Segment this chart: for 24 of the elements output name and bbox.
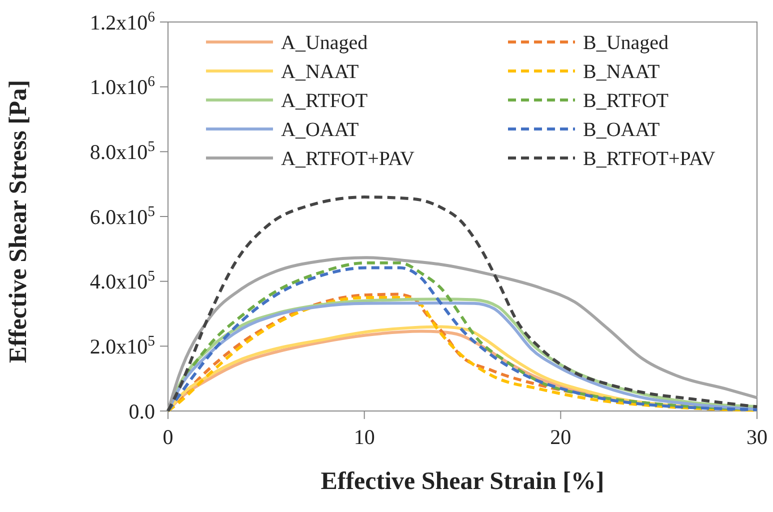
y-tick-label: 8.0x10$^{5}$ (90, 139, 155, 164)
legend-label: B_Unaged (583, 32, 669, 54)
x-tick-label: 0 (162, 425, 174, 449)
legend-label: B_OAAT (583, 119, 660, 141)
y-tick-label: 1.2x10$^{6}$ (90, 9, 155, 34)
line-series (166, 196, 758, 412)
y-tick-label: 4.0x10$^{5}$ (90, 268, 155, 294)
y-tick-label: 2.0x10$^{5}$ (90, 334, 155, 359)
y-tick-label: 6.0x10$^{5}$ (90, 204, 155, 229)
x-tick-label: 30 (746, 425, 768, 449)
legend-label: B_RTFOT+PAV (583, 148, 716, 170)
x-axis-title: Effective Shear Strain [%] (320, 468, 604, 495)
legend-label: A_OAAT (281, 119, 359, 141)
legend-label: B_NAAT (583, 61, 660, 83)
legend-label: A_RTFOT+PAV (281, 148, 416, 170)
y-axis-title: Effective Shear Stress [Pa] (5, 80, 32, 364)
y-tick-label: 0.0 (128, 399, 155, 424)
legend-label: A_NAAT (281, 61, 359, 83)
x-tick-label: 10 (354, 425, 375, 449)
legend-label: B_RTFOT (583, 90, 668, 112)
legend-label: A_Unaged (281, 32, 368, 54)
x-tick-label: 20 (550, 425, 572, 449)
legend-label: A_RTFOT (281, 90, 368, 112)
y-tick-label: 1.0x10$^{6}$ (90, 74, 155, 100)
